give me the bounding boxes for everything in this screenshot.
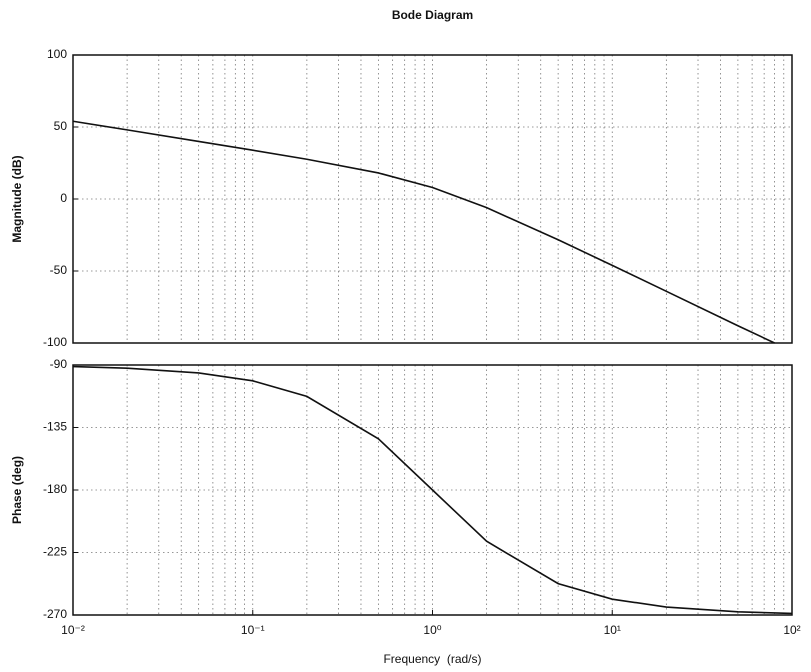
x-tick-label: 10² <box>783 623 800 637</box>
y-tick-label: 100 <box>47 47 67 61</box>
y-tick-label: -225 <box>43 545 67 559</box>
y-tick-label: -50 <box>50 263 68 277</box>
x-tick-label: 10⁰ <box>423 623 441 637</box>
x-tick-label: 10⁻¹ <box>241 623 265 637</box>
y-tick-label: -270 <box>43 607 67 621</box>
y-tick-label: 50 <box>54 119 68 133</box>
y-tick-label: -180 <box>43 482 67 496</box>
y-axis-label: Phase (deg) <box>10 456 24 524</box>
y-tick-label: 0 <box>60 191 67 205</box>
x-axis-label: Frequency (rad/s) <box>383 652 481 666</box>
plot-frame <box>72 54 793 344</box>
y-tick-label: -135 <box>43 420 67 434</box>
x-tick-label: 10¹ <box>604 623 621 637</box>
y-axis-label: Magnitude (dB) <box>10 155 24 242</box>
data-line <box>72 120 775 344</box>
x-tick-label: 10⁻² <box>61 623 85 637</box>
data-line <box>72 365 793 615</box>
y-tick-label: -100 <box>43 335 67 349</box>
chart-title: Bode Diagram <box>392 8 473 22</box>
y-tick-label: -90 <box>50 357 68 371</box>
